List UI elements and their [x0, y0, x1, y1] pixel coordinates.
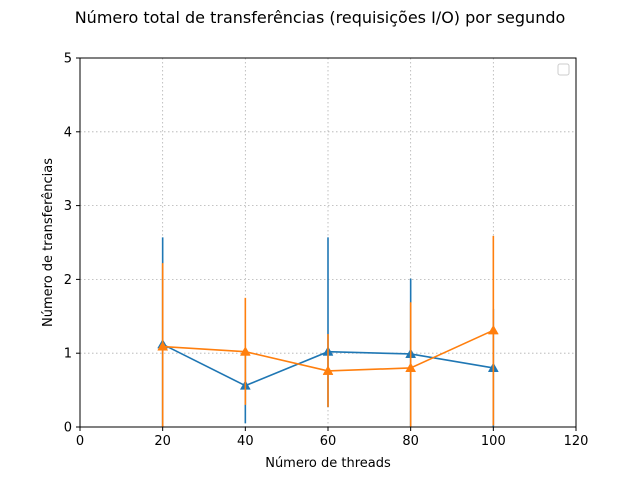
- x-tick-label: 0: [76, 434, 84, 449]
- x-tick-label: 100: [481, 434, 506, 449]
- y-tick-label: 5: [64, 52, 72, 67]
- ticks: 0 20 40 60 80 100 120 0 1 2 3 4 5: [64, 52, 589, 450]
- x-tick-label: 60: [320, 434, 337, 449]
- data-point: [157, 341, 169, 351]
- data-point: [405, 362, 417, 372]
- y-tick-label: 1: [64, 347, 72, 362]
- series-2: [157, 235, 499, 427]
- legend-box[interactable]: [557, 63, 570, 76]
- x-axis-label: Número de threads: [265, 456, 391, 471]
- data-point: [487, 324, 499, 335]
- y-tick-label: 3: [64, 199, 72, 214]
- data-point: [322, 365, 334, 375]
- y-axis-label: Número de transferências: [41, 158, 56, 327]
- data-point: [239, 346, 251, 356]
- y-tick-label: 0: [64, 421, 72, 436]
- x-tick-label: 40: [237, 434, 254, 449]
- y-tick-label: 2: [64, 273, 72, 288]
- x-tick-label: 80: [402, 434, 419, 449]
- x-tick-label: 20: [154, 434, 171, 449]
- y-tick-label: 4: [64, 125, 72, 140]
- x-tick-label: 120: [564, 434, 589, 449]
- chart-title: Número total de transferências (requisiç…: [74, 8, 566, 27]
- series-layer: [157, 235, 499, 427]
